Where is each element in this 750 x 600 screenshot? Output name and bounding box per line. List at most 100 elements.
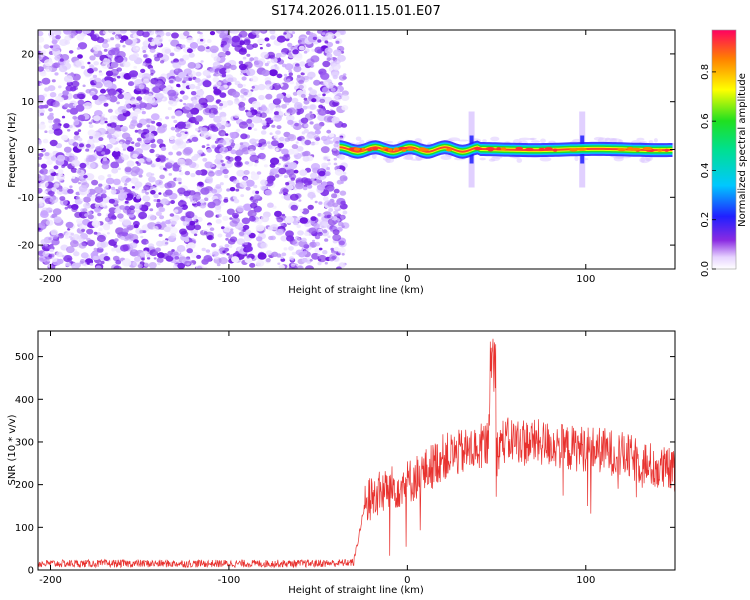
noise-speckle bbox=[241, 97, 247, 101]
noise-speckle bbox=[136, 30, 145, 37]
noise-speckle bbox=[76, 47, 81, 50]
noise-speckle bbox=[181, 44, 186, 48]
noise-speckle bbox=[289, 193, 299, 201]
noise-speckle bbox=[53, 128, 63, 136]
noise-speckle bbox=[197, 31, 201, 34]
noise-speckle bbox=[184, 131, 188, 135]
colorbar-label: Normalized spectral amplitude bbox=[737, 73, 748, 227]
noise-speckle bbox=[193, 233, 198, 237]
noise-speckle bbox=[48, 119, 53, 124]
noise-speckle bbox=[244, 257, 253, 264]
noise-speckle bbox=[49, 112, 54, 117]
noise-speckle bbox=[312, 36, 317, 41]
noise-speckle bbox=[113, 155, 119, 160]
noise-speckle bbox=[38, 227, 41, 231]
noise-speckle bbox=[39, 203, 44, 207]
noise-speckle bbox=[129, 242, 138, 249]
noise-speckle bbox=[245, 111, 252, 117]
noise-speckle bbox=[58, 85, 62, 89]
noise-speckle bbox=[275, 52, 282, 58]
noise-speckle bbox=[340, 200, 346, 206]
noise-speckle bbox=[238, 101, 246, 108]
noise-speckle bbox=[155, 80, 165, 89]
signal-hotspot bbox=[485, 147, 495, 151]
noise-speckle bbox=[138, 174, 143, 178]
noise-speckle bbox=[84, 213, 89, 218]
noise-speckle bbox=[59, 196, 66, 201]
noise-speckle bbox=[340, 214, 346, 220]
noise-speckle bbox=[293, 65, 302, 73]
noise-speckle bbox=[93, 115, 101, 122]
noise-speckle bbox=[85, 143, 91, 148]
noise-speckle bbox=[141, 45, 148, 51]
noise-speckle bbox=[103, 102, 109, 107]
noise-speckle bbox=[283, 33, 291, 39]
noise-speckle bbox=[279, 222, 284, 226]
noise-speckle bbox=[120, 244, 129, 252]
noise-speckle bbox=[183, 190, 191, 197]
noise-speckle bbox=[132, 52, 140, 58]
noise-speckle bbox=[110, 47, 120, 56]
noise-speckle bbox=[83, 196, 91, 203]
signal-hotspot bbox=[544, 147, 553, 151]
noise-speckle bbox=[320, 213, 325, 217]
noise-speckle bbox=[310, 142, 316, 146]
noise-speckle bbox=[246, 68, 256, 77]
noise-speckle bbox=[288, 72, 293, 76]
spectrogram-xtick-label: 100 bbox=[576, 274, 595, 285]
noise-speckle bbox=[253, 56, 259, 62]
noise-speckle bbox=[90, 162, 99, 169]
noise-speckle bbox=[332, 234, 342, 242]
noise-speckle bbox=[65, 235, 69, 239]
noise-speckle bbox=[190, 107, 200, 115]
noise-speckle bbox=[138, 211, 148, 219]
noise-speckle bbox=[188, 116, 197, 124]
noise-speckle bbox=[226, 188, 231, 192]
noise-speckle bbox=[238, 60, 244, 65]
signal-hotspot bbox=[500, 147, 507, 151]
noise-speckle bbox=[174, 209, 179, 213]
noise-speckle bbox=[59, 39, 68, 46]
noise-speckle bbox=[151, 120, 156, 124]
noise-speckle bbox=[147, 214, 156, 221]
noise-speckle bbox=[79, 233, 88, 240]
noise-speckle bbox=[156, 138, 164, 144]
noise-speckle bbox=[313, 123, 322, 131]
noise-speckle bbox=[240, 133, 248, 140]
noise-speckle bbox=[330, 59, 334, 63]
signal-halo bbox=[540, 138, 546, 144]
noise-speckle bbox=[331, 255, 336, 260]
noise-speckle bbox=[146, 118, 153, 124]
noise-speckle bbox=[301, 177, 309, 184]
noise-speckle bbox=[219, 146, 229, 154]
signal-hotspot bbox=[577, 147, 587, 151]
noise-speckle bbox=[171, 220, 177, 226]
noise-speckle bbox=[91, 179, 99, 186]
noise-speckle bbox=[247, 209, 257, 218]
noise-speckle bbox=[135, 161, 139, 164]
snr-ylabel: SNR (10 * v/v) bbox=[7, 414, 18, 485]
noise-speckle bbox=[205, 249, 211, 253]
noise-speckle bbox=[63, 61, 70, 66]
noise-speckle bbox=[187, 62, 197, 69]
noise-speckle bbox=[251, 85, 255, 89]
snr-ytick-label: 200 bbox=[15, 480, 34, 491]
signal-halo bbox=[653, 138, 658, 143]
noise-speckle bbox=[254, 207, 261, 213]
noise-speckle bbox=[231, 35, 241, 43]
colorbar: 0.0 0.2 0.4 0.6 0.8 Normalized spectral ampl… bbox=[700, 29, 748, 277]
noise-speckle bbox=[194, 121, 200, 125]
noise-speckle bbox=[122, 44, 126, 48]
noise-speckle bbox=[76, 34, 85, 41]
noise-speckle bbox=[65, 262, 71, 267]
noise-speckle bbox=[75, 196, 80, 200]
noise-speckle bbox=[165, 31, 171, 37]
noise-speckle bbox=[212, 76, 220, 83]
noise-speckle bbox=[276, 125, 282, 130]
noise-speckle bbox=[208, 113, 215, 119]
noise-speckle bbox=[202, 153, 206, 157]
noise-speckle bbox=[183, 68, 192, 76]
noise-speckle bbox=[107, 88, 117, 96]
noise-speckle bbox=[309, 111, 313, 114]
noise-speckle bbox=[63, 75, 74, 83]
